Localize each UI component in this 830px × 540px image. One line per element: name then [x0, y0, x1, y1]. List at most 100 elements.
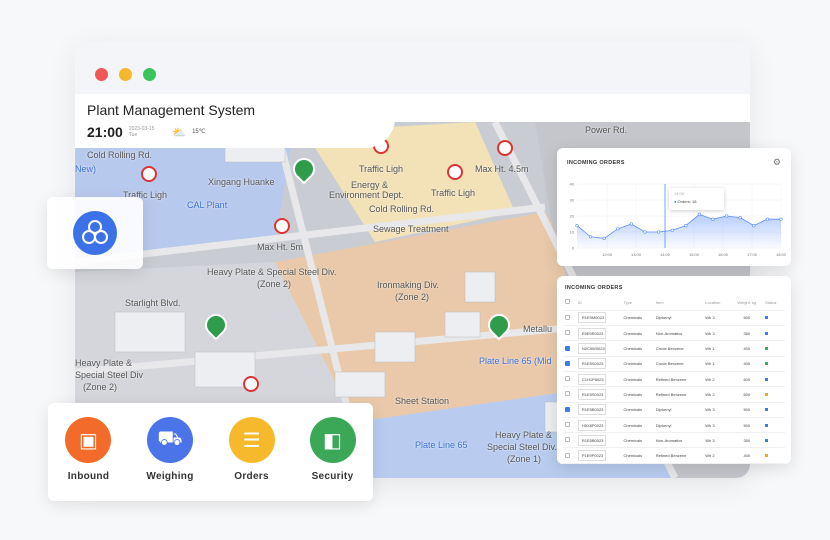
map-label: Heavy Plate & Special Steel Div.	[207, 267, 337, 277]
action-label: Orders	[234, 471, 269, 482]
order-weight: 600	[730, 371, 764, 388]
clipboard-icon: ☰	[228, 417, 275, 463]
order-type: Chemicals	[621, 310, 654, 327]
data-point	[738, 215, 742, 220]
row-checkbox[interactable]	[565, 376, 570, 382]
table-row[interactable]: R1E5B0023 Chemicals Non-Aromatics Wh 3 3…	[563, 432, 785, 449]
order-location: Wh 1	[703, 356, 731, 372]
column-header[interactable]: ID	[575, 295, 622, 311]
x-tick-label: 14:00	[660, 252, 671, 257]
temperature: 15℃	[192, 129, 206, 135]
logo-icon	[73, 211, 117, 255]
height-limit-icon[interactable]	[243, 376, 259, 392]
table-row[interactable]: R1E9M0023 Chemicals Diphenyl Wh 3 500	[563, 310, 785, 327]
order-location: Wh 3	[703, 310, 731, 327]
title-bar	[75, 42, 750, 94]
orders-chart-card: INCOMING ORDERS ⚙ 0 10 20 30 40 12:00 13:00 14:…	[557, 148, 791, 266]
map-label: Metallu	[523, 324, 553, 334]
map-label: Starlight Blvd.	[125, 298, 181, 308]
order-location: Wh 2	[703, 447, 731, 464]
map-label: Power Rd.	[585, 125, 628, 135]
column-header[interactable]: Type	[621, 295, 654, 311]
table-row[interactable]: R1E5S0023 Chemicals Crude Benzene Wh 1 4…	[563, 356, 785, 372]
y-tick-label: 0	[572, 246, 575, 251]
data-point	[711, 217, 715, 221]
traffic-light-icon[interactable]	[141, 166, 157, 182]
order-id: P1E9P0023	[577, 450, 606, 462]
column-header[interactable]: Item	[653, 295, 704, 311]
order-weight: 350	[730, 432, 764, 449]
order-location: Wh 3	[703, 432, 731, 449]
row-checkbox[interactable]	[565, 360, 570, 366]
order-location: Wh 3	[703, 417, 731, 434]
map-label: (Zone 1)	[507, 454, 542, 464]
table-row[interactable]: R1E5S0023 Chemicals Refined Benzene Wh 2…	[563, 386, 785, 403]
order-item: Diphenyl	[653, 310, 704, 327]
map-label: (Zone 2)	[257, 279, 292, 289]
security-button[interactable]: ◧ Security	[309, 417, 356, 501]
data-point	[697, 212, 701, 216]
order-item: Non-Aromatics	[653, 432, 704, 449]
column-header[interactable]: Status	[763, 295, 785, 311]
row-checkbox[interactable]	[565, 345, 570, 351]
table-row[interactable]: H5X8P0023 Chemicals Diphenyl Wh 3 500	[563, 417, 785, 434]
order-type: Chemicals	[621, 386, 654, 403]
chart-title: INCOMING ORDERS	[567, 160, 625, 166]
x-tick-label: 16:00	[718, 252, 729, 257]
row-checkbox[interactable]	[565, 330, 570, 336]
tooltip-time: 14:00	[674, 191, 685, 196]
data-point	[684, 223, 688, 228]
select-all-checkbox[interactable]	[565, 299, 570, 305]
table-row[interactable]: E5E9R0023 Chemicals Non-Aromatics Wh 3 3…	[563, 325, 785, 342]
orders-button[interactable]: ☰ Orders	[228, 417, 275, 501]
y-tick-label: 20	[570, 214, 575, 219]
maximize-button[interactable]	[143, 68, 156, 81]
height-limit-icon[interactable]	[274, 218, 290, 234]
data-point	[575, 223, 579, 228]
date: 2023-03-15	[128, 126, 155, 132]
order-type: Chemicals	[621, 340, 654, 357]
order-type: Chemicals	[621, 371, 654, 388]
gear-icon[interactable]: ⚙	[772, 157, 781, 167]
inbound-button[interactable]: ▣ Inbound	[65, 417, 112, 501]
data-point	[779, 217, 783, 221]
action-label: Inbound	[67, 471, 110, 482]
map-label: Xingang Huanke	[208, 177, 275, 187]
table-row[interactable]: N2C9W0023 Chemicals Crude Benzene Wh 1 4…	[563, 340, 785, 357]
table-row[interactable]: C1H1P8023 Chemicals Refined Benzene Wh 2…	[563, 371, 785, 388]
data-point	[588, 235, 593, 239]
map-label: Heavy Plate &	[75, 358, 133, 368]
map-label: Sheet Station	[395, 396, 450, 406]
partly-cloudy-icon: ⛅	[172, 126, 187, 139]
traffic-light-icon[interactable]	[447, 164, 463, 180]
logo	[47, 197, 143, 269]
status-dot	[765, 377, 769, 381]
row-checkbox[interactable]	[565, 314, 570, 320]
column-header[interactable]: Location	[703, 295, 731, 311]
height-limit-icon[interactable]	[497, 140, 513, 156]
x-tick-label: 13:00	[631, 252, 642, 257]
order-id: H5X8P0023	[577, 419, 606, 431]
y-tick-label: 10	[570, 230, 575, 235]
row-checkbox[interactable]	[565, 422, 570, 428]
close-button[interactable]	[95, 68, 108, 81]
row-checkbox[interactable]	[565, 437, 570, 443]
order-id: R1E9M0023	[577, 312, 606, 324]
order-id: R1E5B0023	[577, 434, 606, 446]
row-checkbox[interactable]	[565, 452, 570, 458]
table-row[interactable]: P1E9P0023 Chemicals Refined Benzene Wh 2…	[563, 447, 785, 464]
tooltip-value: Orders: 18	[677, 199, 697, 204]
column-header[interactable]: Weight, kg	[730, 295, 764, 311]
row-checkbox[interactable]	[565, 406, 570, 412]
order-location: Wh 1	[703, 340, 731, 357]
weighing-button[interactable]: ⛟ Weighing	[146, 417, 193, 501]
order-location: Wh 3	[703, 325, 731, 342]
order-id: R1E5B0023	[577, 404, 606, 416]
table-row[interactable]: R1E5B0023 Chemicals Diphenyl Wh 3 500	[563, 402, 785, 418]
row-checkbox[interactable]	[565, 391, 570, 397]
weekday: Tue	[128, 132, 138, 138]
minimize-button[interactable]	[119, 68, 132, 81]
order-item: Refined Benzene	[653, 447, 704, 464]
data-point	[629, 222, 633, 226]
action-label: Security	[311, 471, 354, 482]
